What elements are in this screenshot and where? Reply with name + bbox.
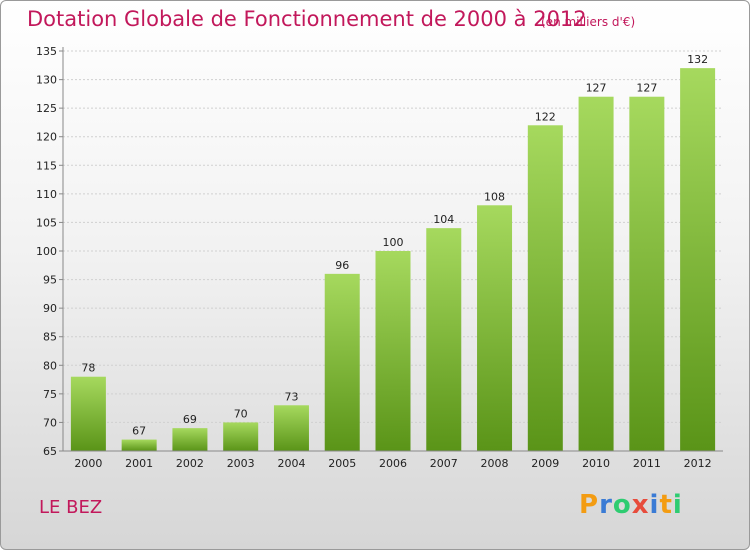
bars: 78 67 69 70 73 96 100 104 108 122 127 127 132 xyxy=(70,53,716,452)
bar-2000 xyxy=(70,376,106,451)
y-tick-label: 135 xyxy=(36,45,57,58)
bar-value-label: 127 xyxy=(636,82,657,95)
y-tick-label: 100 xyxy=(36,245,57,258)
logo-letter: o xyxy=(612,490,632,520)
y-tick-label: 115 xyxy=(36,159,57,172)
logo-letter: t xyxy=(659,490,673,520)
y-tick-label: 110 xyxy=(36,188,57,201)
y-tick-label: 125 xyxy=(36,102,57,115)
y-tick-label: 90 xyxy=(43,302,57,315)
bar-2008 xyxy=(477,205,513,451)
y-tick-label: 80 xyxy=(43,359,57,372)
x-tick-label: 2009 xyxy=(531,457,559,470)
y-tick-label: 75 xyxy=(43,388,57,401)
bar-value-label: 73 xyxy=(284,390,298,403)
commune-name: LE BEZ xyxy=(39,497,103,518)
x-tick-label: 2001 xyxy=(125,457,153,470)
bar-value-label: 78 xyxy=(81,362,95,375)
x-tick-label: 2002 xyxy=(176,457,204,470)
x-tick-label: 2012 xyxy=(684,457,712,470)
bar-2003 xyxy=(223,422,259,451)
y-tick-label: 95 xyxy=(43,274,57,287)
grid-lines xyxy=(63,50,723,452)
x-tick-label: 2003 xyxy=(227,457,255,470)
unit-note: (en milliers d'€) xyxy=(541,15,636,29)
y-tick-label: 65 xyxy=(43,445,57,458)
y-axis: 65 70 75 80 85 90 95 100 105 110 115 120 125 130 135 xyxy=(36,45,64,458)
x-tick-label: 2011 xyxy=(633,457,661,470)
proxiti-logo: Proxiti xyxy=(579,490,683,520)
bar-value-label: 70 xyxy=(234,407,248,420)
bar-2002 xyxy=(172,428,208,451)
bar-value-label: 122 xyxy=(535,110,556,123)
bar-2007 xyxy=(426,228,462,451)
bar-2009 xyxy=(527,125,563,452)
bar-value-label: 96 xyxy=(335,259,349,272)
bar-value-label: 108 xyxy=(484,190,505,203)
bar-2012 xyxy=(680,68,716,452)
y-tick-label: 105 xyxy=(36,216,57,229)
x-axis: 2000 2001 2002 2003 2004 2005 2006 2007 2008 2009… xyxy=(63,450,723,470)
bar-value-label: 132 xyxy=(687,53,708,66)
y-tick-label: 120 xyxy=(36,131,57,144)
logo-letter: r xyxy=(599,490,613,520)
bar-value-label: 100 xyxy=(383,236,404,249)
x-tick-label: 2008 xyxy=(481,457,509,470)
bar-2004 xyxy=(273,405,309,451)
bar-value-label: 127 xyxy=(586,82,607,95)
bar-2011 xyxy=(629,96,665,451)
x-tick-label: 2004 xyxy=(277,457,305,470)
logo-letter: P xyxy=(579,490,600,520)
bar-2010 xyxy=(578,96,614,451)
x-tick-label: 2000 xyxy=(74,457,102,470)
bar-2005 xyxy=(324,273,360,451)
logo-letter: i xyxy=(672,490,683,520)
bar-value-label: 104 xyxy=(433,213,454,226)
x-tick-label: 2010 xyxy=(582,457,610,470)
chart-title: Dotation Globale de Fonctionnement de 20… xyxy=(27,7,587,31)
y-tick-label: 70 xyxy=(43,416,57,429)
x-tick-label: 2006 xyxy=(379,457,407,470)
bar-value-label: 67 xyxy=(132,425,146,438)
bar-2006 xyxy=(375,251,411,451)
bar-2001 xyxy=(121,439,157,451)
bar-value-label: 69 xyxy=(183,413,197,426)
y-tick-label: 130 xyxy=(36,74,57,87)
logo-letter: x xyxy=(631,490,650,520)
x-tick-label: 2005 xyxy=(328,457,356,470)
y-tick-label: 85 xyxy=(43,331,57,344)
x-tick-label: 2007 xyxy=(430,457,458,470)
logo-letter: i xyxy=(649,490,660,520)
